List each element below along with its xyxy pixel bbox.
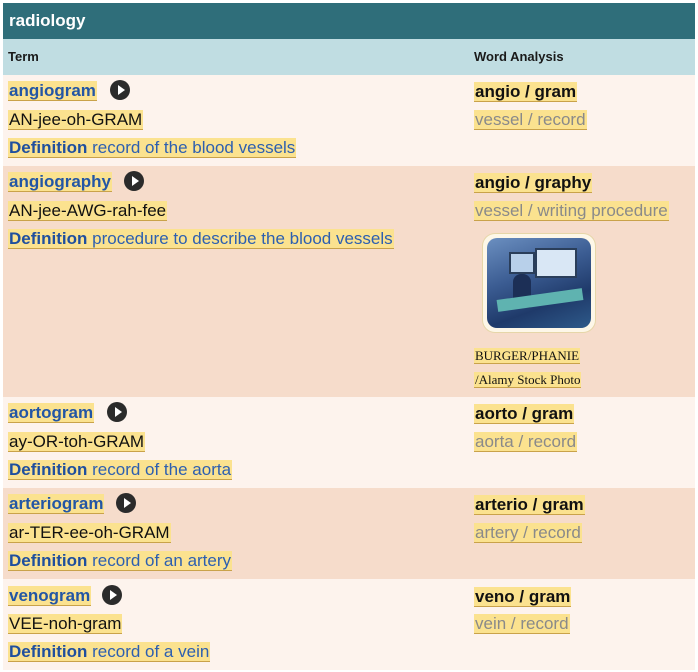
term-link[interactable]: venogram bbox=[8, 586, 92, 606]
angiography-photo bbox=[483, 234, 595, 332]
header-row: Term Word Analysis bbox=[3, 39, 695, 75]
play-audio-icon[interactable] bbox=[102, 585, 122, 605]
word-translation: aorta / record bbox=[474, 432, 578, 452]
table-row: angiography AN-jee-AWG-rah-fee Definitio… bbox=[3, 166, 695, 397]
term-link[interactable]: angiography bbox=[8, 172, 113, 192]
word-analysis: veno / gram bbox=[474, 587, 572, 607]
word-translation: vessel / writing procedure bbox=[474, 201, 669, 221]
photo-image bbox=[487, 238, 591, 328]
pronunciation: ay-OR-toh-GRAM bbox=[8, 432, 146, 452]
photo-credit: BURGER/PHANIE bbox=[474, 348, 581, 364]
pronunciation: AN-jee-AWG-rah-fee bbox=[8, 201, 168, 221]
header-term: Term bbox=[8, 49, 39, 64]
term-link[interactable]: angiogram bbox=[8, 81, 97, 101]
definition: Definition record of the aorta bbox=[8, 460, 233, 480]
word-translation: vessel / record bbox=[474, 110, 587, 130]
term-link[interactable]: arteriogram bbox=[8, 494, 105, 514]
word-analysis: aorto / gram bbox=[474, 404, 575, 424]
table-title: radiology bbox=[3, 3, 695, 39]
term-link[interactable]: aortogram bbox=[8, 403, 95, 423]
word-analysis: angio / gram bbox=[474, 82, 578, 102]
pronunciation: VEE-noh-gram bbox=[8, 614, 123, 634]
table-row: venogram VEE-noh-gram Definition record … bbox=[3, 579, 695, 670]
play-audio-icon[interactable] bbox=[116, 493, 136, 513]
table-row: arteriogram ar-TER-ee-oh-GRAM Definition… bbox=[3, 488, 695, 579]
word-analysis: angio / graphy bbox=[474, 173, 593, 193]
definition: Definition record of an artery bbox=[8, 551, 233, 571]
pronunciation: AN-jee-oh-GRAM bbox=[8, 110, 144, 130]
play-audio-icon[interactable] bbox=[124, 171, 144, 191]
definition: Definition procedure to describe the blo… bbox=[8, 229, 394, 249]
definition: Definition record of the blood vessels bbox=[8, 138, 297, 158]
photo-credit-source: /Alamy Stock Photo bbox=[474, 372, 582, 388]
word-translation: vein / record bbox=[474, 614, 570, 634]
play-audio-icon[interactable] bbox=[110, 80, 130, 100]
pronunciation: ar-TER-ee-oh-GRAM bbox=[8, 523, 171, 543]
table-row: angiogram AN-jee-oh-GRAM Definition reco… bbox=[3, 75, 695, 166]
definition: Definition record of a vein bbox=[8, 642, 211, 662]
play-audio-icon[interactable] bbox=[107, 402, 127, 422]
word-analysis: arterio / gram bbox=[474, 495, 585, 515]
table-row: aortogram ay-OR-toh-GRAM Definition reco… bbox=[3, 397, 695, 488]
word-translation: artery / record bbox=[474, 523, 582, 543]
header-word-analysis: Word Analysis bbox=[474, 49, 564, 64]
